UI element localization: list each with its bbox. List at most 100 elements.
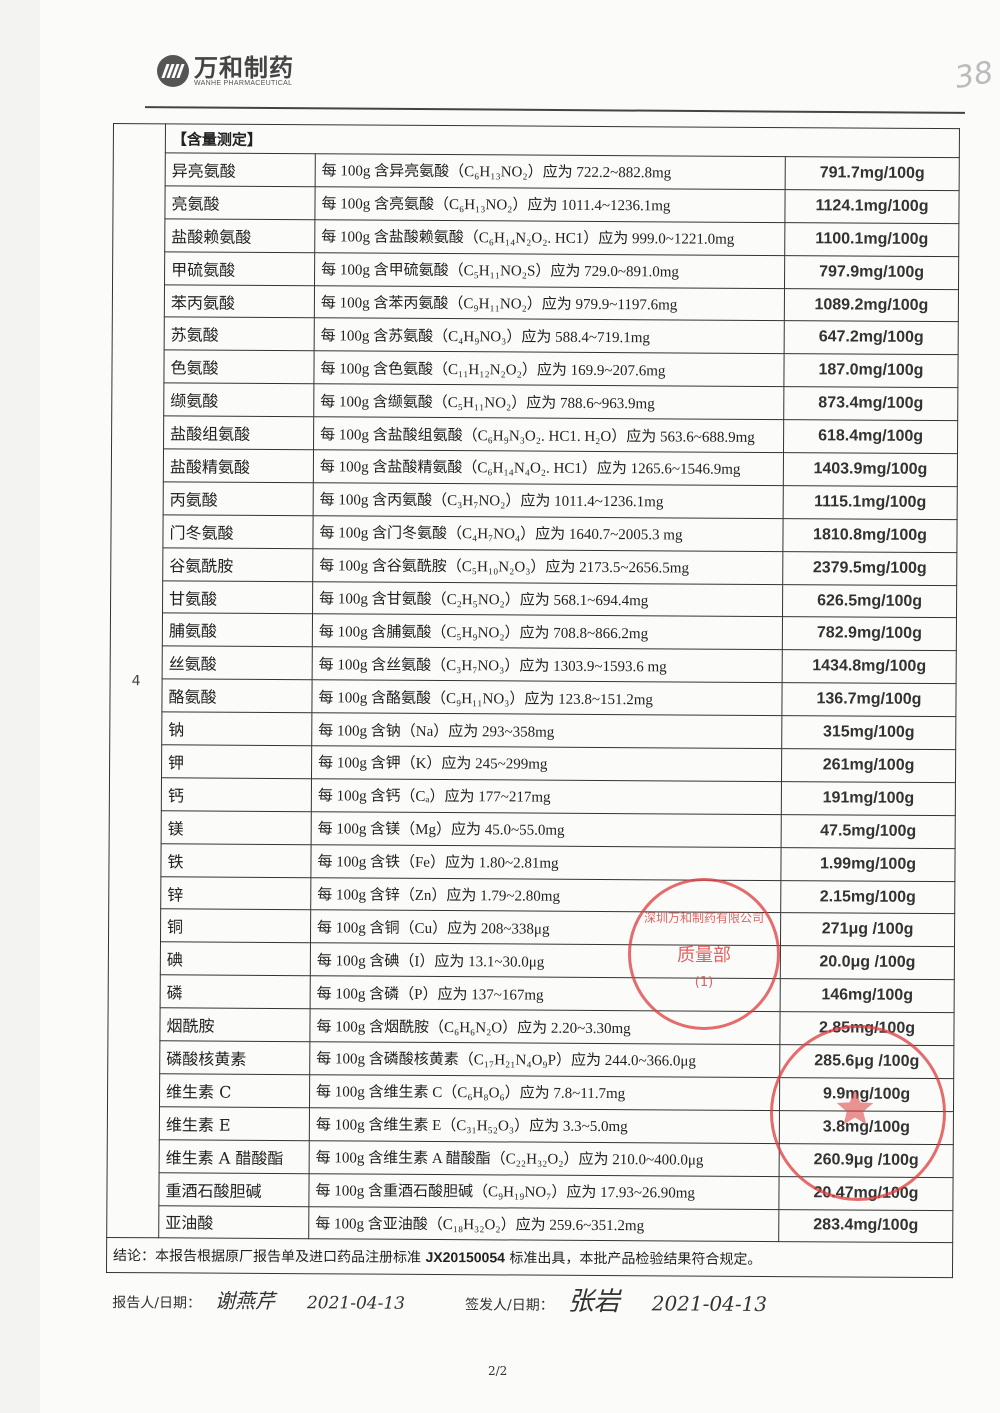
page-number: 2/2 bbox=[488, 1364, 508, 1378]
item-result: 1124.1mg/100g bbox=[784, 189, 960, 224]
item-name: 苏氨酸 bbox=[164, 317, 315, 352]
item-spec: 每 100g 含丝氨酸（C₃H₇NO₃）应为 1303.9~1593.6 mg bbox=[312, 647, 783, 683]
item-name: 磷 bbox=[160, 975, 311, 1009]
assay-row: 酪氨酸每 100g 含酪氨酸（C₉H₁₁NO₃）应为 123.8~151.2mg… bbox=[110, 679, 957, 717]
item-spec: 每 100g 含丙氨酸（C₃H₇NO₂）应为 1011.4~1236.1mg bbox=[313, 482, 784, 519]
item-result: 1089.2mg/100g bbox=[784, 288, 959, 323]
assay-row: 铜每 100g 含铜（Cu）应为 208~338μg 271μg /100g bbox=[108, 909, 955, 948]
assay-row: 苏氨酸每 100g 含苏氨酸（C₄H₉NO₃）应为 588.4~719.1mg 6… bbox=[112, 317, 959, 356]
item-result: 626.5mg/100g bbox=[782, 584, 957, 619]
item-spec: 每 100g 含甲硫氨酸（C₅H₁₁NO₂S）应为 729.0~891.0mg bbox=[314, 252, 785, 289]
section-number: 4 bbox=[106, 123, 166, 1239]
item-spec: 每 100g 含谷氨酰胺（C₅H₁₀N₂O₃）应为 2173.5~2656.5m… bbox=[312, 548, 783, 585]
item-name: 缬氨酸 bbox=[163, 383, 314, 417]
assay-row: 亚油酸每 100g 含亚油酸（C₁₈H₃₂O₂）应为 259.6~351.2mg… bbox=[107, 1205, 953, 1244]
item-name: 维生素 C bbox=[159, 1073, 310, 1108]
item-result: 647.2mg/100g bbox=[784, 321, 959, 356]
item-spec: 每 100g 含盐酸组氨酸（C₆H₉N₃O₂. HC1. H₂O）应为 563.… bbox=[313, 416, 784, 453]
item-spec: 每 100g 含异亮氨酸（C₆H₁₃NO₂）应为 722.2~882.8mg bbox=[315, 153, 786, 190]
item-name: 亚油酸 bbox=[158, 1205, 309, 1240]
item-spec: 每 100g 含钙（Cₐ）应为 177~217mg bbox=[311, 778, 782, 815]
reporter-signature: 谢燕芹 bbox=[214, 1288, 276, 1313]
item-name: 镁 bbox=[161, 810, 312, 845]
quality-dept-seal: 深圳万和制药有限公司 质量部 (1) bbox=[628, 878, 780, 1030]
assay-row: 镁每 100g 含镁（Mg）应为 45.0~55.0mg 47.5mg/100g bbox=[109, 810, 956, 849]
handwritten-page-mark: 38 bbox=[952, 54, 996, 97]
item-result: 187.0mg/100g bbox=[783, 353, 959, 388]
item-spec: 每 100g 含门冬氨酸（C₄H₇NO₄）应为 1640.7~2005.3 mg bbox=[312, 515, 784, 552]
seal-star-icon bbox=[836, 1089, 874, 1125]
assay-row: 盐酸赖氨酸每 100g 含盐酸赖氨酸（C₆H₁₄N₂O₂. HC1）应为 999… bbox=[113, 218, 959, 257]
assay-row: 缬氨酸每 100g 含缬氨酸（C₅H₁₁NO₂）应为 788.6~963.9mg… bbox=[112, 383, 958, 421]
conclusion-row: 结论：本报告根据原厂报告单及进口药品注册标准 JX20150054 标准出具，本… bbox=[106, 1237, 953, 1279]
reporter-label: 报告人/日期： bbox=[112, 1294, 202, 1312]
item-result: 271μg /100g bbox=[780, 913, 955, 948]
item-result: 1115.1mg/100g bbox=[783, 485, 958, 520]
item-spec: 每 100g 含镁（Mg）应为 45.0~55.0mg bbox=[311, 811, 782, 848]
assay-row: 谷氨酰胺每 100g 含谷氨酰胺（C₅H₁₀N₂O₃）应为 2173.5~265… bbox=[111, 547, 957, 586]
item-spec: 每 100g 含缬氨酸（C₅H₁₁NO₂）应为 788.6~963.9mg bbox=[313, 383, 784, 420]
item-spec: 每 100g 含甘氨酸（C₂H₅NO₂）应为 568.1~694.4mg bbox=[312, 581, 783, 618]
item-name: 磷酸核黄素 bbox=[159, 1040, 310, 1075]
assay-row: 磷每 100g 含磷（P）应为 137~167mg 146mg/100g bbox=[108, 975, 955, 1013]
item-name: 维生素 E bbox=[159, 1106, 310, 1141]
item-spec: 每 100g 含钾（K）应为 245~299mg bbox=[311, 745, 782, 782]
item-spec: 每 100g 含亮氨酸（C₆H₁₃NO₂）应为 1011.4~1236.1mg bbox=[314, 186, 786, 223]
seal-company: 深圳万和制药有限公司 bbox=[643, 911, 764, 925]
assay-row: 铁每 100g 含铁（Fe）应为 1.80~2.81mg 1.99mg/100g bbox=[109, 843, 956, 882]
item-spec: 每 100g 含盐酸赖氨酸（C₆H₁₄N₂O₂. HC1）应为 999.0~12… bbox=[314, 219, 785, 256]
item-spec: 每 100g 含铁（Fe）应为 1.80~2.81mg bbox=[310, 844, 782, 881]
inspection-seal bbox=[770, 1025, 946, 1201]
item-name: 丙氨酸 bbox=[163, 481, 314, 516]
item-name: 脯氨酸 bbox=[162, 613, 313, 648]
item-name: 异亮氨酸 bbox=[165, 152, 316, 187]
assay-row: 钠每 100g 含钠（Na）应为 293~358mg 315mg/100g bbox=[110, 711, 956, 750]
item-name: 重酒石酸胆碱 bbox=[158, 1172, 310, 1207]
assay-row: 异亮氨酸每 100g 含异亮氨酸（C₆H₁₃NO₂）应为 722.2~882.8… bbox=[113, 152, 960, 191]
item-name: 谷氨酰胺 bbox=[162, 547, 313, 582]
item-result: 146mg/100g bbox=[780, 978, 955, 1013]
reporter-date: 2021-04-13 bbox=[306, 1293, 406, 1314]
assay-row: 钙每 100g 含钙（Cₐ）应为 177~217mg 191mg/100g bbox=[109, 777, 956, 816]
item-spec: 每 100g 含苯丙氨酸（C₉H₁₁NO₂）应为 979.9~1197.6mg bbox=[314, 285, 785, 322]
item-result: 1810.8mg/100g bbox=[782, 518, 958, 553]
item-spec: 每 100g 含重酒石酸胆碱（C₉H₁₉NO₇）应为 17.93~26.90mg bbox=[308, 1173, 780, 1210]
item-result: 136.7mg/100g bbox=[781, 682, 957, 717]
assay-row: 盐酸组氨酸每 100g 含盐酸组氨酸（C₆H₉N₃O₂. HC1. H₂O）应为… bbox=[112, 415, 958, 454]
item-name: 维生素 A 醋酸酯 bbox=[159, 1139, 310, 1174]
item-result: 191mg/100g bbox=[781, 781, 956, 816]
logo-mark-icon bbox=[157, 55, 189, 87]
item-result: 283.4mg/100g bbox=[778, 1209, 953, 1244]
item-result: 315mg/100g bbox=[781, 715, 956, 750]
issuer-signature: 张岩 bbox=[567, 1286, 620, 1318]
conclusion-suffix: 标准出具，本批产品检验结果符合规定。 bbox=[504, 1250, 762, 1269]
assay-row: 盐酸精氨酸每 100g 含盐酸精氨酸（C₆H₁₄N₄O₂. HC1）应为 126… bbox=[111, 448, 958, 487]
item-result: 47.5mg/100g bbox=[781, 814, 956, 849]
item-spec: 每 100g 含维生素 A 醋酸酯（C₂₂H₃₂O₂）应为 210.0~400.… bbox=[309, 1140, 780, 1177]
item-spec: 每 100g 含钠（Na）应为 293~358mg bbox=[311, 712, 782, 749]
conclusion-standard: JX20150054 bbox=[425, 1249, 505, 1266]
item-name: 钙 bbox=[161, 777, 312, 812]
item-name: 盐酸精氨酸 bbox=[163, 448, 314, 483]
item-result: 261mg/100g bbox=[781, 748, 956, 783]
item-spec: 每 100g 含盐酸精氨酸（C₆H₁₄N₄O₂. HC1）应为 1265.6~1… bbox=[313, 449, 784, 486]
item-name: 钠 bbox=[161, 711, 312, 746]
conclusion: 结论：本报告根据原厂报告单及进口药品注册标准 JX20150054 标准出具，本… bbox=[106, 1237, 953, 1279]
item-result: 618.4mg/100g bbox=[783, 419, 958, 454]
item-name: 钾 bbox=[161, 744, 312, 779]
item-result: 2379.5mg/100g bbox=[782, 551, 957, 586]
item-result: 1403.9mg/100g bbox=[783, 452, 958, 487]
item-result: 2.15mg/100g bbox=[780, 880, 955, 915]
assay-row: 色氨酸每 100g 含色氨酸（C₁₁H₁₂N₂O₂）应为 169.9~207.6… bbox=[112, 350, 959, 388]
item-name: 盐酸组氨酸 bbox=[163, 415, 314, 450]
issuer-date: 2021-04-13 bbox=[651, 1291, 768, 1316]
item-name: 色氨酸 bbox=[163, 350, 315, 384]
item-spec: 每 100g 含苏氨酸（C₄H₉NO₃）应为 588.4~719.1mg bbox=[314, 318, 785, 354]
company-logo: 万和制药 WANHE PHARMACEUTICAL bbox=[157, 55, 294, 87]
assay-row: 脯氨酸每 100g 含脯氨酸（C₅H₉NO₂）应为 708.8~866.2mg 7… bbox=[110, 613, 957, 652]
assay-row: 苯丙氨酸每 100g 含苯丙氨酸（C₉H₁₁NO₂）应为 979.9~1197.… bbox=[112, 284, 959, 323]
assay-row: 碘每 100g 含碘（I）应为 13.1~30.0μg 20.0μg /100g bbox=[108, 942, 955, 980]
item-spec: 每 100g 含磷酸核黄素（C₁₇H₂₁N₄O₉P）应为 244.0~366.0… bbox=[309, 1041, 780, 1078]
item-name: 铜 bbox=[160, 909, 311, 944]
assay-row: 甲硫氨酸每 100g 含甲硫氨酸（C₅H₁₁NO₂S）应为 729.0~891.… bbox=[113, 251, 959, 290]
